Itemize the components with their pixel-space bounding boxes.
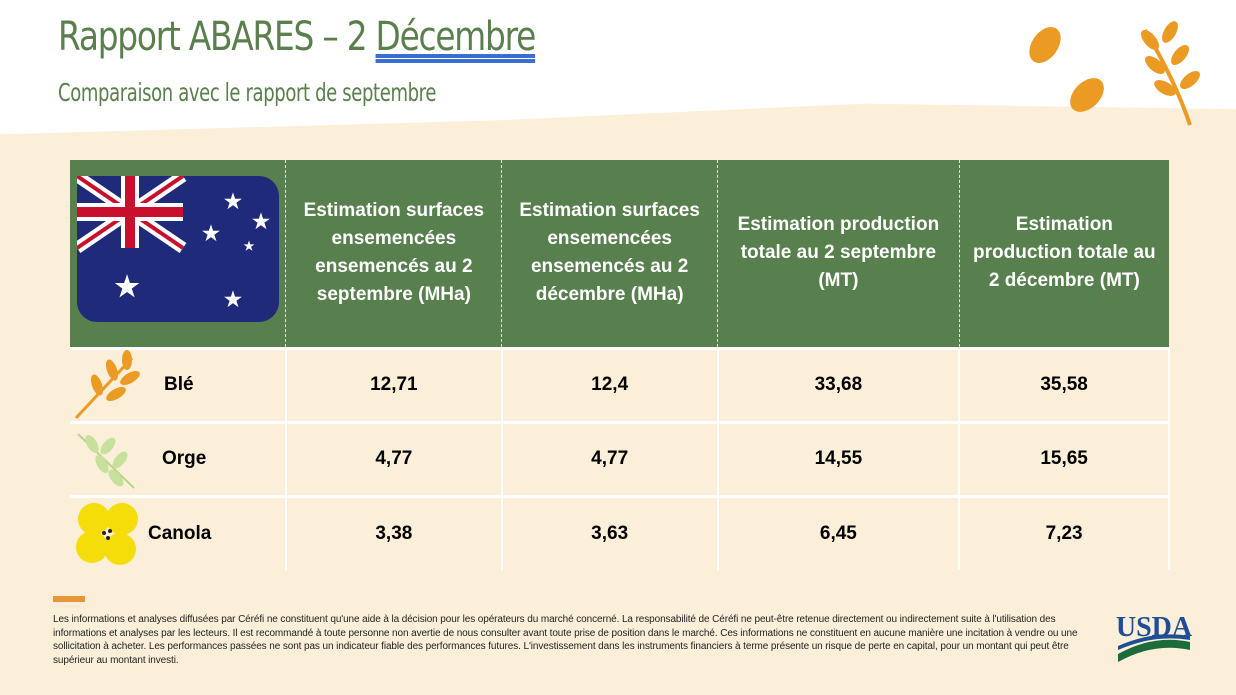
page-subtitle: Comparaison avec le rapport de septembre [58,78,437,107]
value-cell: 12,71 [285,346,503,422]
flag-cell: ★ ★ ★ ★ ★ ★ [70,160,287,348]
column-header: Estimation production totale au 2 septem… [717,160,960,348]
crop-name: Blé [164,374,194,395]
disclaimer-text: Les informations et analyses diffusées p… [53,614,1078,666]
svg-text:★: ★ [224,289,242,311]
crop-cell: Blé [70,346,287,422]
column-header: Estimation production totale au 2 décemb… [959,160,1169,348]
crop-cell: Canola [70,494,287,570]
australia-flag-icon: ★★★★★★ [73,170,279,322]
table-row: Canola 3,38 3,63 6,45 7,23 [70,494,1170,570]
svg-text:★: ★ [243,239,254,253]
canola-flower-icon [76,502,138,565]
value-cell: 4,77 [501,420,719,496]
page-title: Rapport ABARES – 2 Décembre [58,14,537,60]
wheat-icon [74,350,140,420]
value-cell: 3,38 [285,494,503,570]
value-cell: 6,45 [717,494,961,570]
wheat-leaves-decoration-icon [1029,21,1200,126]
crop-name: Canola [148,522,212,544]
value-cell: 12,4 [501,346,719,422]
value-cell: 3,63 [501,494,719,570]
crop-cell: Orge [70,420,287,496]
svg-text:★: ★ [224,191,242,213]
value-cell: 4,77 [285,420,503,496]
barley-icon [77,433,135,489]
accent-bar [53,596,85,602]
value-cell: 15,65 [959,420,1170,496]
column-header: Estimation surfaces ensemencées ensemenc… [501,160,719,348]
table-header-row: ★ ★ ★ ★ ★ ★ Estimation surfaces ensemencées e… [70,160,1169,348]
value-cell: 35,58 [959,346,1170,422]
value-cell: 33,68 [717,346,961,422]
svg-text:★: ★ [252,211,270,233]
table-row: Blé 12,71 12,4 33,68 35,58 [70,346,1170,422]
title-prefix: Rapport ABARES – 2 [58,14,376,60]
value-cell: 7,23 [959,494,1170,570]
svg-text:★: ★ [114,271,139,302]
table-row: Orge 4,77 4,77 14,55 15,65 [70,420,1170,496]
crop-name: Orge [162,448,207,469]
value-cell: 14,55 [717,420,961,496]
column-header: Estimation surfaces ensemencées ensemenc… [285,160,503,348]
abares-comparison-table: ★ ★ ★ ★ ★ ★ Estimation surfaces ensemencées e… [70,160,1170,570]
svg-text:★: ★ [202,223,220,245]
usda-logo: USDA [1116,612,1192,662]
title-month: Décembre [375,14,537,60]
